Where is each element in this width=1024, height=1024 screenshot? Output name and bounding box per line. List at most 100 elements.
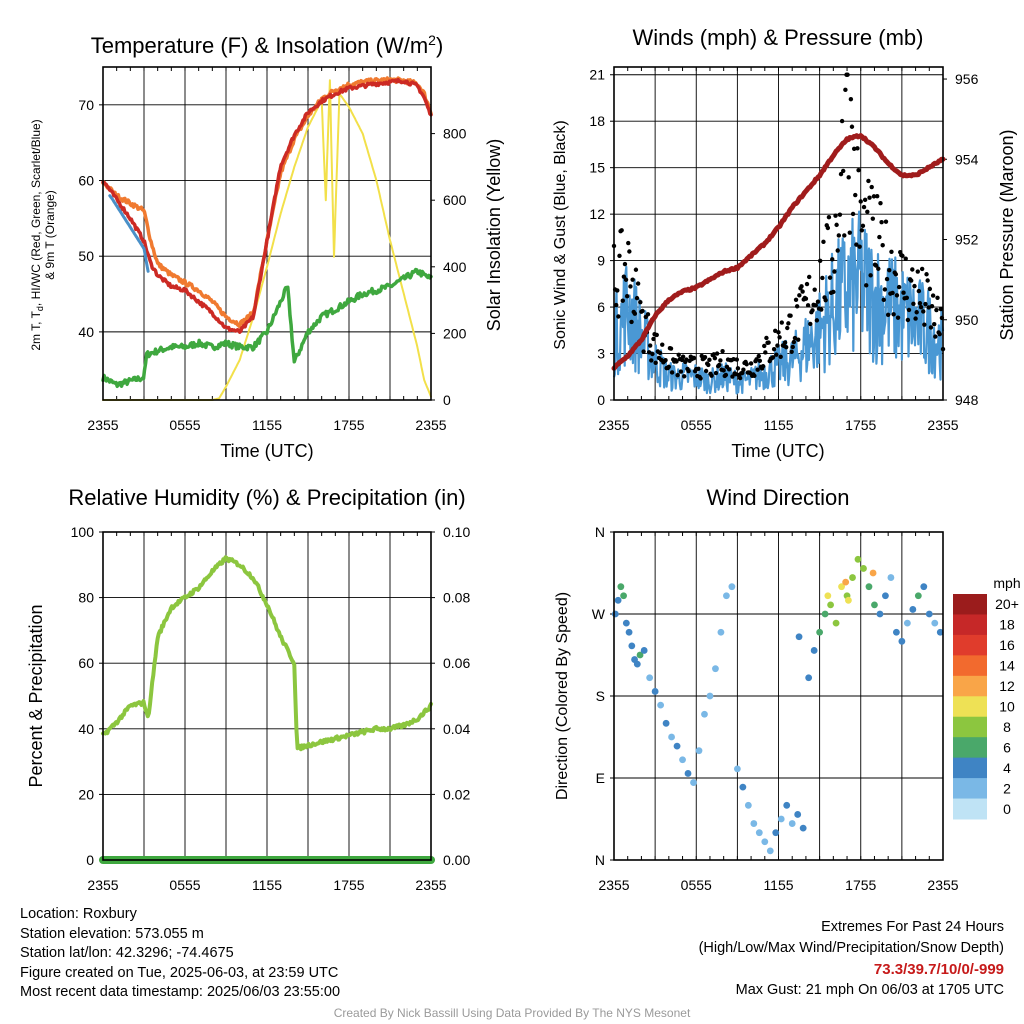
gust-point xyxy=(691,355,697,361)
wind-direction-point xyxy=(640,647,648,654)
y-right-tick-label: 0.00 xyxy=(443,852,470,868)
temp-2m-line xyxy=(101,77,433,334)
gust-point xyxy=(913,316,918,321)
gust-point xyxy=(645,312,651,317)
gust-point xyxy=(766,340,771,345)
latlon-text: Station lat/lon: 42.3296; -74.4675 xyxy=(20,945,234,961)
gust-point xyxy=(884,276,890,282)
y-tick-label: S xyxy=(596,688,605,704)
gust-point xyxy=(843,87,848,93)
gust-point xyxy=(733,371,738,377)
wind-direction-point xyxy=(838,583,845,591)
temperature-insolation-panel: Temperature (F) & Insolation (W/m2) 2355 0… xyxy=(29,32,504,461)
x-tick-label: 1155 xyxy=(252,877,282,893)
gust-point xyxy=(848,96,854,102)
y-tick-label: 15 xyxy=(589,160,605,176)
dewpoint-line xyxy=(101,267,433,389)
gust-point xyxy=(865,209,870,214)
wind-direction-point xyxy=(657,701,665,709)
y-right-tick-label: 956 xyxy=(955,71,979,87)
humidity-precipitation-panel: Relative Humidity (%) & Precipitation (i… xyxy=(26,485,470,893)
gust-point xyxy=(815,299,821,304)
gust-point xyxy=(726,367,732,372)
gust-point xyxy=(878,200,883,206)
gust-point xyxy=(866,178,871,184)
gust-point xyxy=(870,216,876,221)
gust-point xyxy=(651,336,656,342)
gust-point xyxy=(859,228,865,233)
gust-point xyxy=(903,256,908,261)
x-tick-label: 1155 xyxy=(252,417,282,433)
y-right-tick-label: 0.02 xyxy=(443,786,470,802)
wind-direction-point xyxy=(816,628,824,636)
gust-point xyxy=(785,325,790,331)
y-tick-label: 40 xyxy=(78,324,94,340)
x-tick-label: 1755 xyxy=(333,877,364,893)
gust-point xyxy=(660,342,665,347)
gust-point xyxy=(838,171,844,177)
ylabel-line: , HI/WC (Red, Green, Scarlet/Blue) xyxy=(29,119,43,306)
title-superscript: 2 xyxy=(428,32,436,48)
gust-point xyxy=(702,355,708,360)
gust-point xyxy=(857,244,862,249)
gust-point xyxy=(633,267,639,272)
y-axis-label-right: Station Pressure (Maroon) xyxy=(997,129,1017,340)
gust-point xyxy=(754,357,759,362)
gust-point xyxy=(830,257,835,262)
wind-direction-point xyxy=(717,628,725,636)
gust-point xyxy=(635,281,641,286)
gust-point xyxy=(621,274,627,279)
wind-speed-colorbar: mph 20+ 18 16 14 12 10 8 6 4 2 0 xyxy=(953,575,1021,820)
y-tick-label: 60 xyxy=(78,655,94,671)
y-right-tick-label: 0.10 xyxy=(443,524,470,540)
gust-point xyxy=(773,328,778,333)
gust-point xyxy=(875,194,880,199)
gust-point xyxy=(712,355,718,361)
y-axis-label-right: Solar Insolation (Yellow) xyxy=(484,139,504,331)
wind-direction-point xyxy=(865,583,873,591)
gust-point xyxy=(790,344,795,350)
gust-point xyxy=(810,308,815,313)
gust-point xyxy=(927,286,933,292)
wind-direction-point xyxy=(914,592,922,600)
panel-title: Winds (mph) & Pressure (mb) xyxy=(633,25,924,50)
wind-direction-point xyxy=(871,601,878,609)
gust-point xyxy=(877,234,882,240)
plot-border xyxy=(613,66,944,401)
wind-direction-point xyxy=(625,628,633,636)
gust-point xyxy=(873,263,879,268)
wind-direction-panel: Wind Direction 2355 0555 1155 1755 2355 N E S W N D… xyxy=(554,485,959,893)
y-tick-label: 40 xyxy=(78,721,94,737)
y-right-tick-label: 200 xyxy=(443,325,467,341)
panel-title: Relative Humidity (%) & Precipitation (i… xyxy=(68,485,465,510)
plot-border xyxy=(102,531,432,861)
gust-point xyxy=(640,308,645,314)
gust-point xyxy=(731,356,736,362)
x-tick-label: 1755 xyxy=(845,877,876,893)
gust-point xyxy=(827,275,833,280)
gust-point xyxy=(730,374,735,379)
y-right-tick-label: 800 xyxy=(443,126,467,142)
gust-point xyxy=(686,368,691,374)
gust-point xyxy=(735,366,741,371)
gust-point xyxy=(908,278,914,283)
colorbar-label: 4 xyxy=(1003,760,1011,776)
colorbar-label: 12 xyxy=(999,678,1015,694)
wind-direction-point xyxy=(869,569,877,577)
colorbar-swatch xyxy=(953,696,987,718)
y-right-tick-label: 0.04 xyxy=(443,721,470,737)
x-tick-label: 1155 xyxy=(763,877,793,893)
ylabel-line: 2m T, T xyxy=(29,310,43,350)
x-axis-label: Time (UTC) xyxy=(731,441,824,461)
extremes-title: Extremes For Past 24 Hours xyxy=(821,919,1004,935)
gust-point xyxy=(826,215,832,220)
gust-point xyxy=(764,335,769,341)
wind-direction-point xyxy=(744,801,752,809)
wind-direction-point xyxy=(854,555,862,563)
gust-point xyxy=(707,357,712,363)
gust-point xyxy=(820,275,825,281)
gust-point xyxy=(626,240,631,246)
timestamp-text: Most recent data timestamp: 2025/06/03 2… xyxy=(20,984,341,1000)
gust-point xyxy=(763,350,768,355)
gust-point xyxy=(783,344,789,350)
